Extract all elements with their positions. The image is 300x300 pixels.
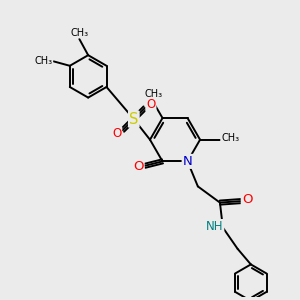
Text: NH: NH	[206, 220, 224, 233]
Text: S: S	[129, 112, 139, 127]
Text: O: O	[133, 160, 144, 173]
Text: CH₃: CH₃	[70, 28, 88, 38]
Text: CH₃: CH₃	[34, 56, 52, 66]
Text: O: O	[242, 194, 252, 206]
Text: O: O	[146, 98, 155, 111]
Text: CH₃: CH₃	[145, 89, 163, 99]
Text: N: N	[183, 155, 192, 168]
Text: O: O	[112, 127, 122, 140]
Text: CH₃: CH₃	[221, 133, 239, 143]
